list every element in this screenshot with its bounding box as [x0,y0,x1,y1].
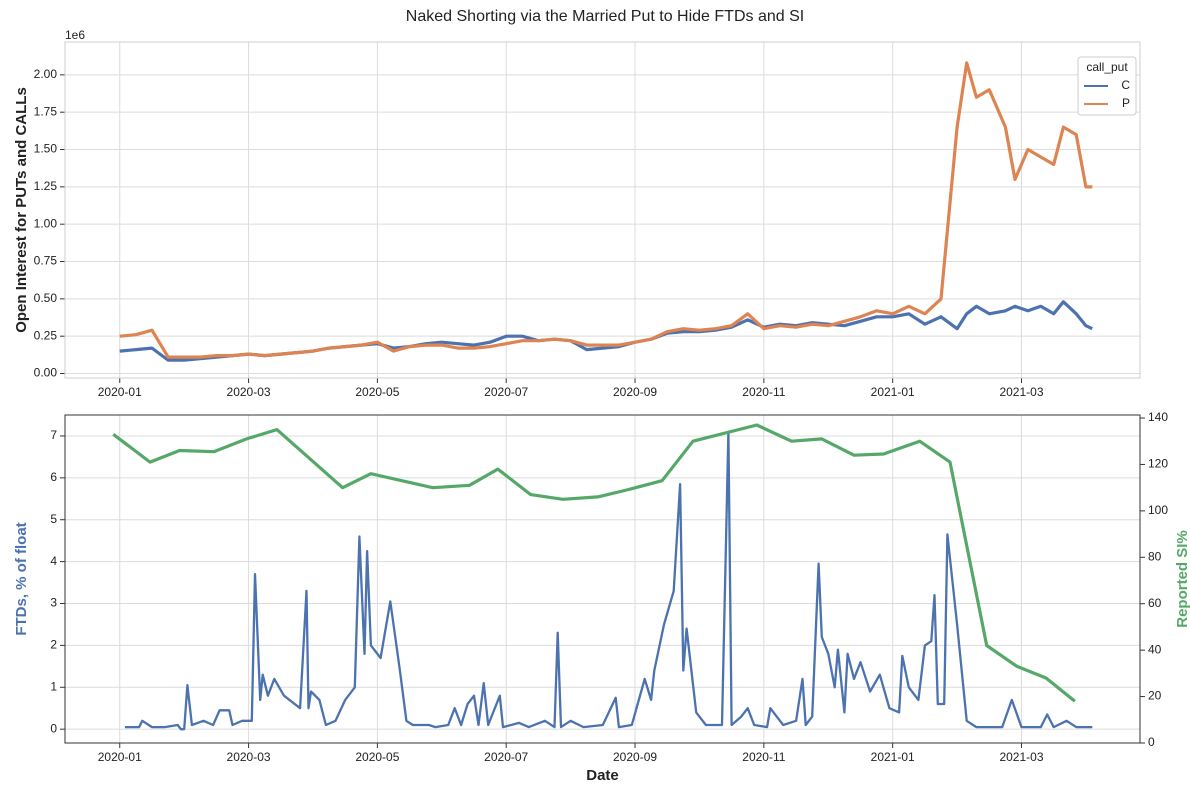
y-tick-label: 1 [50,679,57,693]
series-line [119,300,1093,362]
y-tick-label: 1.75 [34,104,58,118]
y-tick-label: 3 [50,596,57,610]
x-tick-label: 2020-01 [98,385,142,399]
x-tick-label: 2020-11 [742,385,785,399]
x-tick-label: 2020-05 [355,385,399,399]
x-tick-label: 2020-07 [484,385,528,399]
y-tick-label: 6 [50,470,57,484]
y-axis-label: Open Interest for PUTs and CALLs [13,87,30,333]
y2-tick-label: 100 [1148,503,1168,517]
y-tick-label: 4 [50,554,57,568]
x-tick-label: 2021-01 [871,385,915,399]
y2-tick-label: 40 [1148,642,1162,656]
y-tick-label: 2.00 [34,67,58,81]
x-tick-label: 2020-05 [355,750,399,764]
y2-tick-label: 60 [1148,596,1162,610]
y2-tick-label: 120 [1148,457,1168,471]
x-tick-label: 2020-07 [484,750,528,764]
x-axis-label: Date [586,767,619,784]
x-tick-label: 2020-03 [227,385,271,399]
y-tick-label: 0.50 [34,291,58,305]
y-tick-label: 0 [50,721,57,735]
x-tick-label: 2020-11 [742,750,785,764]
y-tick-label: 1.25 [34,179,58,193]
series-line [124,430,1093,731]
x-tick-label: 2020-09 [613,750,657,764]
y-tick-label: 1.50 [34,142,58,156]
legend-title: call_put [1086,60,1128,74]
x-tick-label: 2021-01 [871,750,915,764]
y-tick-label: 2 [50,638,57,652]
y-offset-label: 1e6 [65,28,85,42]
y-tick-label: 5 [50,512,57,526]
y-tick-label: 0.25 [34,328,58,342]
chart-title: Naked Shorting via the Married Put to Hi… [406,8,804,25]
series-line [119,61,1093,359]
axes-frame [64,41,1141,379]
axes-frame [64,414,1141,744]
x-tick-label: 2021-03 [999,385,1043,399]
y-tick-label: 1.00 [34,216,58,230]
x-tick-label: 2020-01 [98,750,142,764]
y-axis-label: FTDs, % of float [13,522,30,635]
y2-tick-label: 80 [1148,549,1162,563]
x-tick-label: 2021-03 [999,750,1043,764]
x-tick-label: 2020-09 [613,385,657,399]
y2-tick-label: 140 [1148,410,1168,424]
y-tick-label: 0.75 [34,254,58,268]
y2-tick-label: 0 [1148,735,1155,749]
legend-label: P [1122,96,1130,110]
series-line [112,423,1076,703]
legend-label: C [1121,78,1130,92]
x-tick-label: 2020-03 [227,750,271,764]
y2-axis-label: Reported SI% [1174,530,1190,628]
y-tick-label: 7 [50,428,57,442]
y2-tick-label: 20 [1148,689,1162,703]
y-tick-label: 0.00 [34,366,58,380]
